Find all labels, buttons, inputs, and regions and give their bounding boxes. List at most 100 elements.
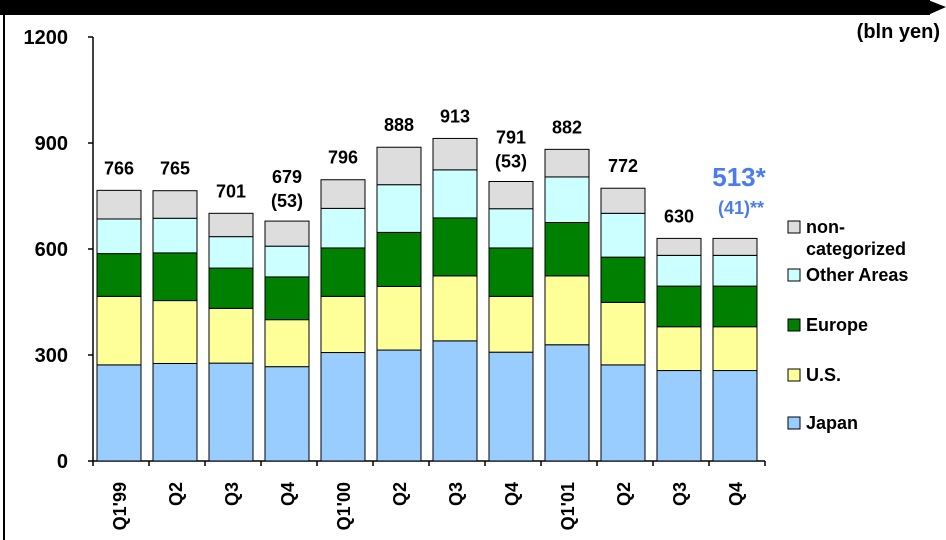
bar-segment-other-areas [320,207,366,249]
total-data-label: 679 [272,167,302,187]
bar-segment-europe [96,253,142,297]
bar-segment-u-s- [600,301,646,366]
sub-data-label: (53) [271,191,303,211]
total-data-label: 791 [496,128,526,148]
bar-segment-other-areas [96,218,142,255]
bar-segment-japan [208,362,254,462]
bar-segment-u-s- [208,307,254,364]
bar-segment-japan [600,364,646,462]
bar-segment-other-areas [432,169,478,219]
legend-swatch [787,416,801,430]
total-data-label: 772 [608,156,638,176]
total-data-label: 913 [440,106,470,126]
bar-segment-u-s- [264,319,310,368]
y-tick-label: 300 [35,345,68,367]
bar-segment-japan [96,364,142,462]
bar-segment-u-s- [320,295,366,354]
legend-swatch [787,268,801,282]
bar-segment-other-areas [376,184,422,233]
y-tick-label: 600 [35,239,68,261]
top-banner-arrowhead [928,0,946,15]
bar-segment-non-categorized [544,148,590,178]
x-tick-label: Q2 [614,482,634,506]
bar-segment-europe [656,285,702,328]
annotation-main: 513* [712,162,766,192]
labels-group: Q1'99 766 Q2 765 Q3 701 Q4 679 (53) Q1'00 796 Q2 888… [104,106,767,530]
x-tick-label: Q3 [222,482,242,506]
bar-segment-u-s- [488,295,534,353]
bar-segment-u-s- [656,326,702,372]
x-tick-label: Q3 [670,482,690,506]
y-tick-label: 900 [35,133,68,155]
total-data-label: 701 [216,181,246,201]
bar-segment-europe [712,285,758,328]
bar-segment-other-areas [152,217,198,254]
bar-segment-u-s- [544,275,590,346]
bar-segment-non-categorized [432,137,478,171]
x-tick-label: Q1'00 [334,482,354,530]
unit-label: (bln yen) [857,21,940,43]
x-tick-label: Q3 [446,482,466,506]
legend: non-categorized Other Areas Europe U.S. Japa… [787,217,908,433]
bar-segment-japan [432,340,478,462]
top-banner-bar [0,0,930,15]
x-tick-label: Q1'99 [110,482,130,530]
legend-label: non- [806,217,845,237]
legend-label: categorized [806,239,906,259]
legend-label: Europe [806,315,868,335]
bar-segment-non-categorized [152,190,198,219]
bar-segment-non-categorized [376,146,422,186]
bar-segment-europe [376,231,422,287]
legend-label: Other Areas [806,265,908,285]
total-data-label: 766 [104,158,134,178]
bar-segment-non-categorized [320,179,366,209]
legend-swatch [787,318,801,332]
bar-segment-europe [208,267,254,309]
bars-group [96,137,758,462]
bar-segment-japan [376,349,422,462]
bar-segment-non-categorized [96,189,142,220]
total-data-label: 888 [384,115,414,135]
total-data-label: 765 [160,159,190,179]
bar-segment-non-categorized [600,187,646,214]
legend-swatch [787,368,801,382]
bar-segment-europe [544,222,590,277]
sub-data-label: (53) [495,152,527,172]
x-tick-label: Q4 [278,482,298,506]
bar-segment-other-areas [544,176,590,223]
bar-segment-europe [320,247,366,297]
x-tick-label: Q1'01 [558,482,578,530]
x-tick-label: Q4 [502,482,522,506]
x-tick-label: Q2 [166,482,186,506]
bar-segment-other-areas [712,254,758,287]
x-tick-label: Q2 [390,482,410,506]
bar-segment-non-categorized [264,220,310,247]
bar-segment-europe [432,217,478,277]
bar-segment-japan [544,344,590,462]
bar-segment-europe [600,256,646,303]
bar-segment-u-s- [432,275,478,342]
y-tick-label: 1200 [24,27,69,49]
bar-segment-other-areas [264,245,310,278]
bar-segment-europe [152,252,198,302]
legend-label: Japan [806,413,858,433]
legend-swatch [787,220,801,234]
bar-segment-japan [712,370,758,462]
bar-segment-japan [656,370,702,462]
bar-segment-other-areas [208,236,254,269]
bar-segment-u-s- [712,326,758,372]
bar-segment-u-s- [96,295,142,366]
bar-segment-japan [152,362,198,462]
bar-segment-other-areas [488,208,534,249]
bar-segment-europe [264,276,310,321]
total-data-label: 796 [328,148,358,168]
annotation-sub: (41)** [718,198,764,218]
bar-segment-u-s- [376,285,422,351]
bar-segment-non-categorized [488,181,534,210]
legend-label: U.S. [806,365,841,385]
bar-segment-japan [488,351,534,462]
bar-segment-u-s- [152,300,198,364]
bar-segment-other-areas [600,212,646,258]
